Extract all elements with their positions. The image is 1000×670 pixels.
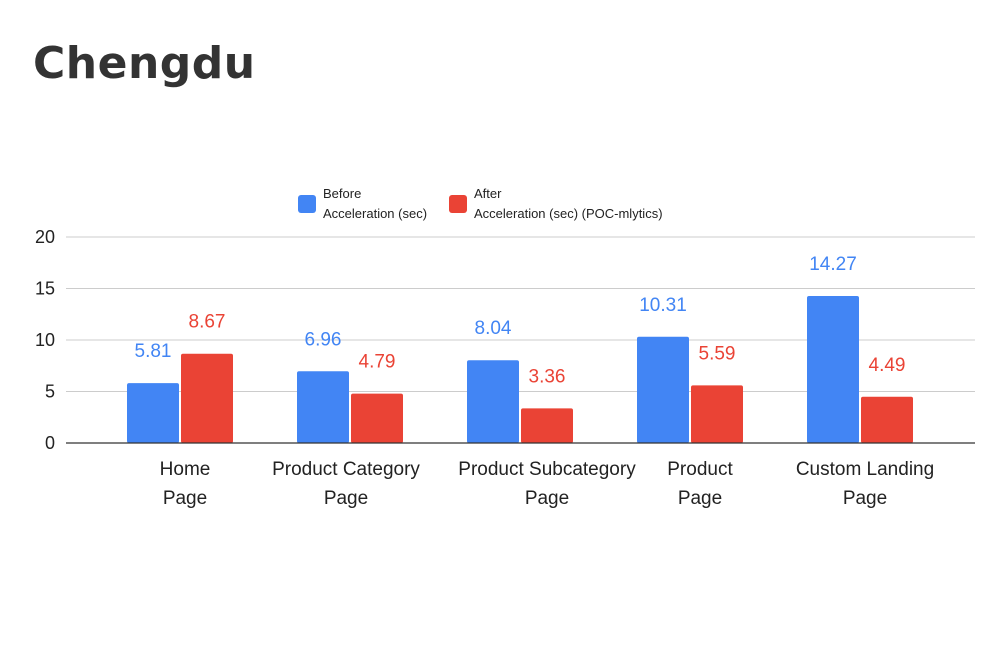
legend-item-before[interactable]: Before Acceleration (sec) (298, 186, 427, 221)
legend-label-line: After (474, 186, 502, 201)
y-tick-label: 0 (45, 433, 55, 453)
after-value-label: 4.49 (869, 355, 906, 376)
legend-label-line: Acceleration (sec) (POC-mlytics) (474, 206, 663, 221)
after-bar (691, 385, 743, 443)
x-category-label-line: Page (678, 488, 722, 509)
legend-item-after[interactable]: After Acceleration (sec) (POC-mlytics) (449, 186, 663, 221)
legend-label: Before Acceleration (sec) (323, 186, 427, 221)
legend-label-line: Acceleration (sec) (323, 206, 427, 221)
after-value-label: 4.79 (359, 352, 396, 373)
x-category-label-line: Page (525, 488, 569, 509)
x-category-label: Product Page (667, 459, 733, 509)
bars (127, 296, 913, 443)
x-category-label-line: Custom Landing (796, 459, 934, 480)
x-category-label: Custom Landing Page (796, 459, 934, 509)
legend-label-line: Before (323, 186, 361, 201)
y-tick-label: 10 (35, 330, 55, 350)
after-bar (181, 353, 233, 443)
x-category-label-line: Product (667, 459, 733, 480)
after-value-label: 8.67 (189, 312, 226, 333)
x-category-label-line: Product Subcategory (458, 459, 636, 480)
data-labels: 5.81 6.96 8.04 10.31 14.27 8.67 4.79 3.36 5.59 4.… (135, 254, 906, 387)
before-value-label: 10.31 (639, 295, 687, 316)
x-category-label-line: Page (163, 488, 207, 509)
legend-label: After Acceleration (sec) (POC-mlytics) (474, 186, 663, 221)
before-value-label: 8.04 (475, 318, 512, 339)
x-category-label-line: Page (324, 488, 368, 509)
before-bar (807, 296, 859, 443)
before-bar (297, 371, 349, 443)
before-bar (637, 336, 689, 443)
before-value-label: 6.96 (305, 329, 342, 350)
x-category-label: Product Subcategory Page (458, 459, 636, 509)
after-bar (521, 408, 573, 443)
after-value-label: 3.36 (529, 366, 566, 387)
x-category-label-line: Product Category (272, 459, 420, 480)
legend[interactable]: Before Acceleration (sec) After Acceleratio… (298, 186, 663, 221)
y-tick-label: 20 (35, 227, 55, 247)
y-tick-label: 15 (35, 279, 55, 299)
x-category-label-line: Home (160, 459, 211, 480)
y-tick-label: 5 (45, 382, 55, 402)
before-value-label: 14.27 (809, 254, 857, 275)
legend-swatch (298, 195, 316, 213)
x-category-label-line: Page (843, 488, 887, 509)
page-title: Chengdu (33, 38, 256, 89)
after-bar (861, 396, 913, 443)
x-category-label: Product Category Page (272, 459, 420, 509)
before-bar (127, 383, 179, 443)
after-bar (351, 393, 403, 443)
after-value-label: 5.59 (699, 343, 736, 364)
x-category-label: Home Page (160, 459, 211, 509)
before-bar (467, 360, 519, 443)
before-value-label: 5.81 (135, 341, 172, 362)
legend-swatch (449, 195, 467, 213)
